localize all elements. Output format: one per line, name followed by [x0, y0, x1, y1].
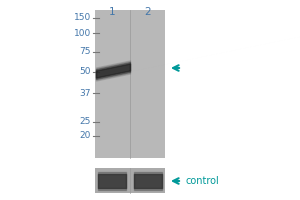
Text: 150: 150	[74, 14, 91, 22]
Text: 1: 1	[109, 7, 115, 17]
Bar	[95, 168, 165, 193]
Text: control: control	[186, 176, 220, 186]
Text: 100: 100	[74, 28, 91, 38]
Text: 50: 50	[80, 68, 91, 76]
Text: 25: 25	[80, 117, 91, 127]
Text: 2: 2	[145, 7, 151, 17]
Text: 20: 20	[80, 132, 91, 140]
Text: 37: 37	[80, 88, 91, 98]
Text: 75: 75	[80, 47, 91, 56]
Bar	[95, 10, 165, 158]
